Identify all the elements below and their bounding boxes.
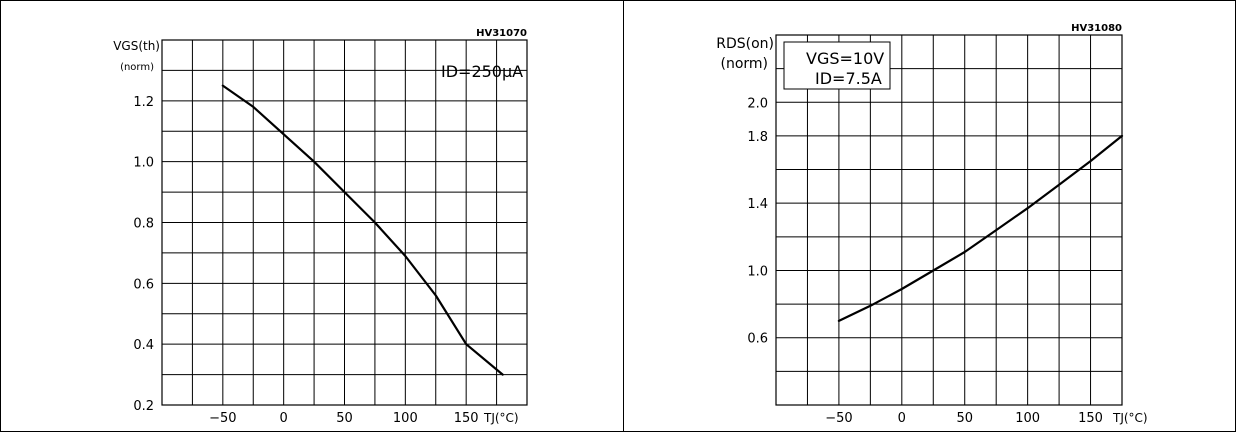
- x-tick-label: 0: [898, 411, 906, 426]
- y-tick-label: 0.6: [133, 277, 154, 292]
- x-tick-label: 50: [956, 411, 973, 426]
- x-tick-label: −50: [209, 411, 236, 426]
- legend-drain-current: ID=7.5A: [815, 69, 882, 88]
- legend-box: [783, 41, 891, 90]
- y-axis-label-bottom: (norm): [720, 56, 768, 72]
- chart-id-label: HV31080: [1071, 23, 1122, 34]
- legend-test-current: ID=250μA: [441, 62, 523, 81]
- y-tick-label: 0.2: [133, 399, 154, 414]
- chart-series: [221, 84, 504, 376]
- chart-grid: [776, 35, 1122, 405]
- chart-series: [837, 134, 1124, 322]
- chart-axes: [161, 39, 528, 406]
- x-tick-label: 150: [1078, 411, 1103, 426]
- y-axis-label-top: RDS(on): [716, 36, 774, 52]
- x-tick-label: −50: [825, 411, 852, 426]
- chart-ticks: 0.2 0.4 0.6 0.8 1.0 1.2 −50 0 50 100 150: [133, 95, 478, 426]
- x-axis-label: TJ(°C): [483, 411, 519, 425]
- y-tick-label: 2.0: [747, 96, 768, 111]
- x-axis-label: TJ(°C): [1112, 411, 1148, 425]
- y-axis-label-bottom: (norm): [120, 62, 154, 73]
- plot-frame: [161, 39, 528, 406]
- panel-divider: [623, 0, 624, 432]
- chart-id-label: HV31070: [476, 28, 527, 39]
- x-tick-label: 0: [280, 411, 288, 426]
- y-tick-label: 1.4: [747, 197, 768, 212]
- y-tick-label: 0.6: [747, 332, 768, 347]
- y-tick-label: 1.2: [133, 95, 154, 110]
- x-tick-label: 150: [454, 411, 479, 426]
- x-tick-label: 100: [393, 411, 418, 426]
- legend-gate-voltage: VGS=10V: [806, 49, 884, 68]
- y-tick-label: 1.0: [133, 156, 154, 171]
- x-tick-label: 100: [1015, 411, 1040, 426]
- chart-axes: [775, 34, 1123, 406]
- y-axis-label-top: VGS(th): [113, 39, 160, 53]
- series-line: [221, 84, 504, 376]
- plot-frame: [775, 34, 1123, 406]
- y-tick-label: 0.4: [133, 338, 154, 353]
- series-line: [837, 134, 1124, 322]
- y-tick-label: 1.0: [747, 264, 768, 279]
- vgs-threshold-chart: 0.2 0.4 0.6 0.8 1.0 1.2 −50 0 50 100 150 HV31070 V…: [113, 28, 528, 426]
- chart-grid: [162, 40, 527, 405]
- x-tick-label: 50: [336, 411, 353, 426]
- y-tick-label: 1.8: [747, 130, 768, 145]
- y-tick-label: 0.8: [133, 217, 154, 232]
